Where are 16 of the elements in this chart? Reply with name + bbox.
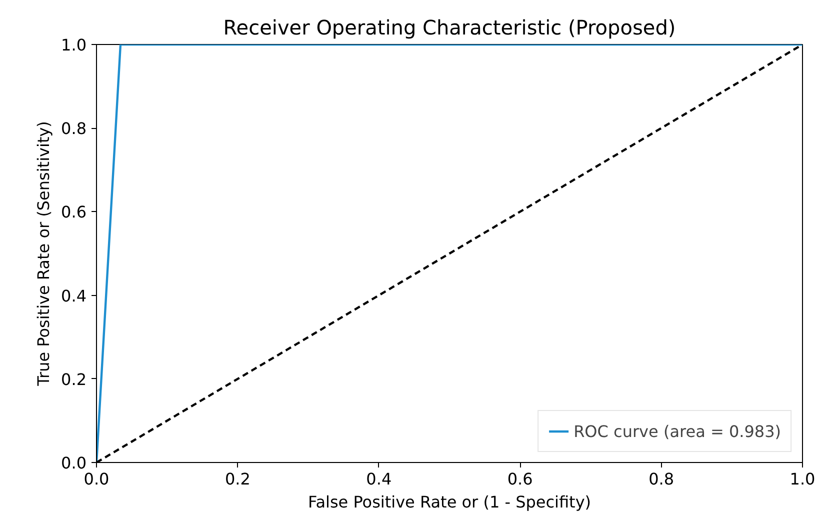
y-tick-label: 0.6	[61, 202, 87, 222]
x-tick-label: 0.6	[507, 470, 533, 488]
y-axis-title: True Positive Rate or (Sensitivity)	[34, 121, 54, 387]
x-tick-label: 0.4	[366, 470, 392, 488]
x-axis-title: False Positive Rate or (1 - Specifity)	[308, 492, 592, 512]
chart-title: Receiver Operating Characteristic (Proposed)	[223, 16, 676, 40]
x-tick-label: 1.0	[790, 470, 816, 488]
x-tick-label: 0.0	[84, 470, 110, 488]
y-tick-label: 0.2	[61, 370, 87, 389]
y-tick-label: 0.0	[61, 454, 87, 472]
legend-label: ROC curve (area = 0.983)	[574, 422, 781, 440]
y-tick-label: 0.4	[61, 286, 87, 306]
x-tick-label: 0.8	[648, 470, 674, 488]
y-tick-label: 1.0	[61, 36, 87, 54]
x-tick-label: 0.2	[224, 470, 250, 488]
y-tick-label: 0.8	[61, 119, 87, 138]
